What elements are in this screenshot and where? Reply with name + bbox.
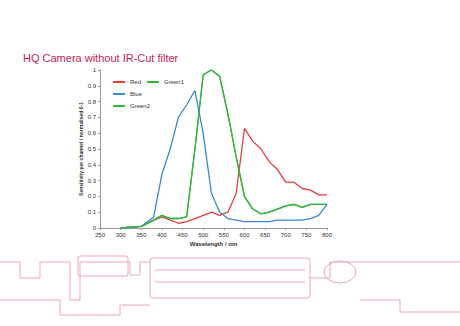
svg-text:1: 1 (93, 67, 97, 73)
svg-text:450: 450 (178, 232, 189, 238)
svg-text:0.5: 0.5 (88, 146, 97, 152)
svg-text:700: 700 (281, 232, 292, 238)
svg-text:Red: Red (130, 79, 141, 85)
svg-text:600: 600 (239, 232, 250, 238)
svg-text:0.7: 0.7 (88, 114, 97, 120)
svg-text:Wavelength / nm: Wavelength / nm (190, 241, 237, 247)
svg-text:0.9: 0.9 (88, 83, 97, 89)
svg-text:350: 350 (136, 232, 147, 238)
svg-text:0.3: 0.3 (88, 178, 97, 184)
svg-text:HQ Camera without IR-Cut filte: HQ Camera without IR-Cut filter (23, 52, 179, 64)
svg-text:0: 0 (93, 225, 97, 231)
svg-text:800: 800 (322, 232, 333, 238)
svg-text:300: 300 (116, 232, 127, 238)
svg-text:0.8: 0.8 (88, 99, 97, 105)
svg-text:400: 400 (157, 232, 168, 238)
svg-text:Sensitivity per channel / norm: Sensitivity per channel / normalised 0-1 (78, 102, 84, 196)
svg-text:Green2: Green2 (130, 103, 151, 109)
svg-text:Green1: Green1 (164, 79, 185, 85)
svg-text:Blue: Blue (130, 91, 143, 97)
svg-text:650: 650 (260, 232, 271, 238)
svg-text:0.6: 0.6 (88, 130, 97, 136)
svg-text:550: 550 (219, 232, 230, 238)
svg-text:0.4: 0.4 (88, 162, 97, 168)
svg-text:750: 750 (301, 232, 312, 238)
svg-text:0.1: 0.1 (88, 209, 97, 215)
svg-text:0.2: 0.2 (88, 193, 97, 199)
svg-text:250: 250 (95, 232, 106, 238)
svg-text:500: 500 (198, 232, 209, 238)
